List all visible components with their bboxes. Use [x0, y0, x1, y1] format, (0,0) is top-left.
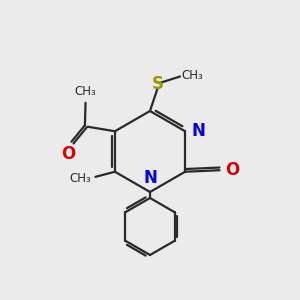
Text: N: N — [191, 122, 205, 140]
Text: CH₃: CH₃ — [75, 85, 96, 98]
Text: CH₃: CH₃ — [69, 172, 91, 185]
Text: S: S — [152, 75, 164, 93]
Text: O: O — [226, 161, 240, 179]
Text: O: O — [61, 145, 75, 163]
Text: CH₃: CH₃ — [182, 69, 203, 82]
Text: N: N — [144, 169, 158, 187]
